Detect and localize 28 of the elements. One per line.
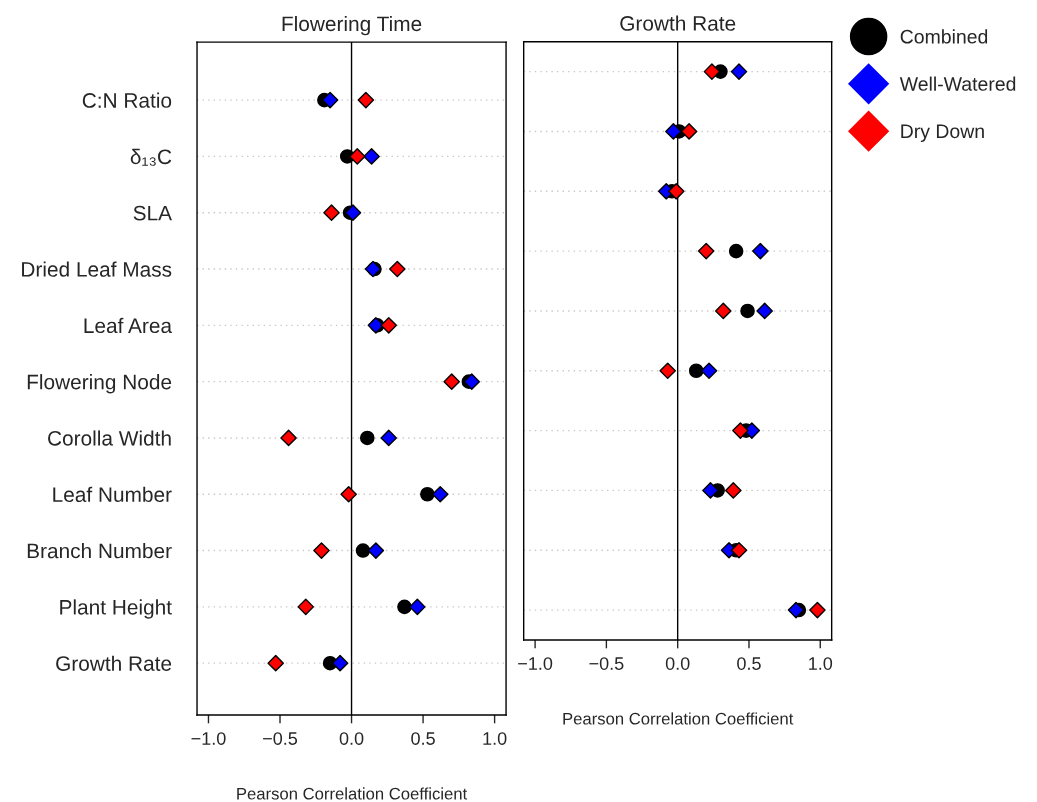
- y-tick-label: SLA: [133, 205, 172, 221]
- y-tick-label: δ₁₃C: [130, 148, 172, 166]
- x-tick-label: 1.0: [483, 732, 507, 745]
- x-tick-label: −1.0: [518, 657, 553, 670]
- x-tick-label: 0.0: [665, 657, 690, 670]
- x-tick-label: 0.5: [411, 732, 435, 745]
- legend-label: Combined: [900, 29, 988, 44]
- x-tick-label: −0.5: [263, 732, 298, 745]
- x-axis-title: Pearson Correlation Coefficient: [237, 787, 468, 800]
- y-tick-label: Leaf Number: [53, 486, 172, 503]
- x-tick-label: −0.5: [589, 657, 624, 670]
- chart-title: Flowering Time: [282, 15, 422, 36]
- x-tick-label: 0.5: [737, 657, 761, 670]
- legend-label: Well-Watered: [899, 76, 1016, 91]
- y-tick-label: Corolla Width: [48, 430, 171, 446]
- x-tick-label: −1.0: [191, 732, 226, 745]
- y-tick-label: Branch Number: [27, 543, 172, 559]
- y-tick-label: Flowering Node: [27, 374, 172, 394]
- y-tick-label: C:N Ratio: [82, 92, 172, 108]
- chart-title: Growth Rate: [620, 15, 736, 31]
- x-tick-label: 0.0: [339, 732, 364, 745]
- legend-label: Dry Down: [901, 124, 984, 142]
- y-tick-label: Dried Leaf Mass: [22, 261, 172, 277]
- x-tick-label: 1.0: [809, 657, 833, 670]
- x-axis-title: Pearson Correlation Coefficient: [563, 712, 794, 725]
- y-tick-label: Leaf Area: [84, 317, 173, 334]
- y-tick-label: Plant Height: [60, 599, 172, 619]
- y-tick-label: Growth Rate: [56, 655, 172, 671]
